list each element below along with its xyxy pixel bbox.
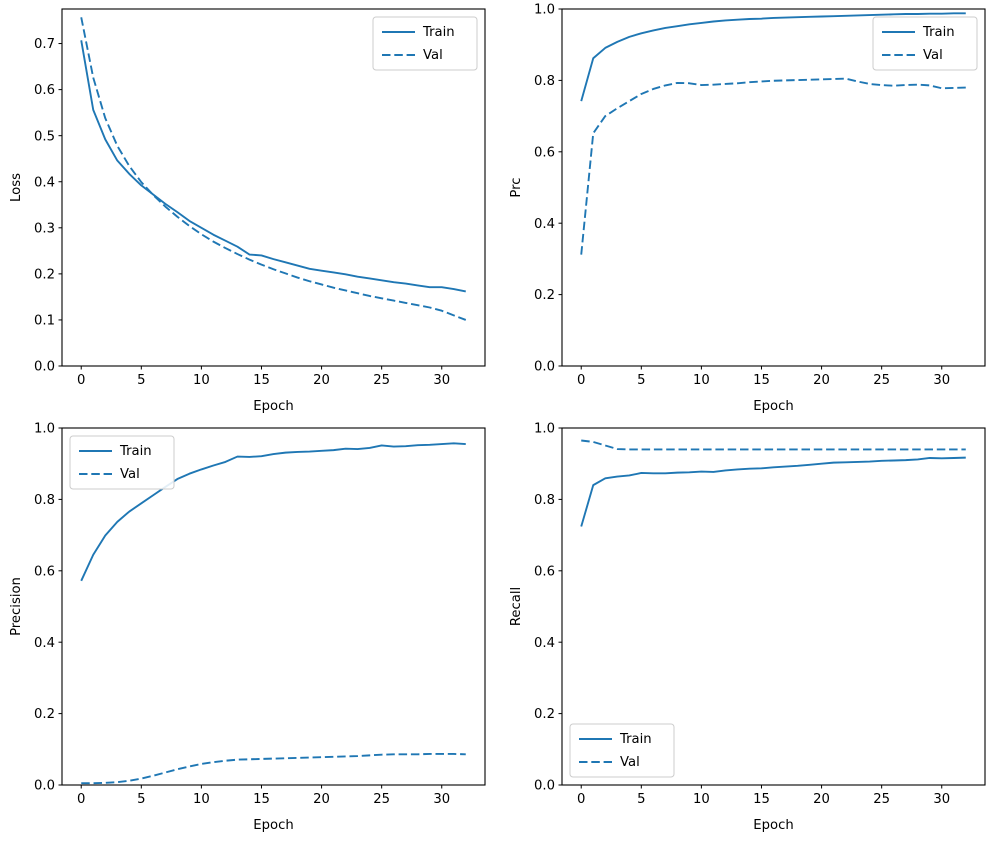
y-tick-label: 1.0 xyxy=(534,3,555,18)
y-tick-label: 0.2 xyxy=(34,267,55,282)
y-tick-label: 0.0 xyxy=(534,779,555,794)
legend-label-val: Val xyxy=(423,48,443,63)
y-tick-label: 0.4 xyxy=(34,175,55,190)
axes-frame xyxy=(61,427,486,786)
y-tick-label: 0.4 xyxy=(534,636,555,651)
x-tick-label: 5 xyxy=(137,373,145,388)
x-tick-label: 25 xyxy=(373,373,390,388)
y-tick-label: 0.1 xyxy=(34,314,55,329)
y-tick-label: 1.0 xyxy=(534,422,555,437)
x-tick-label: 0 xyxy=(577,792,585,807)
x-axis-label: Epoch xyxy=(753,399,793,414)
x-tick-label: 20 xyxy=(813,792,830,807)
series-line-val xyxy=(80,17,467,321)
legend-label-train: Train xyxy=(119,444,152,459)
y-tick-label: 0.0 xyxy=(34,360,55,375)
subplot-loss: 0 5 10 15 20 25 30 0.0 0.1 0.2 0.3 0.4 0.5 0.6 0.7 Epoc… xyxy=(0,0,501,419)
y-tick-label: 0.7 xyxy=(34,37,55,52)
legend-label-val: Val xyxy=(120,467,140,482)
x-tick-label: 5 xyxy=(137,792,145,807)
legend[interactable]: Train Val xyxy=(69,435,175,490)
x-axis-label: Epoch xyxy=(253,818,293,833)
y-axis-label: Prc xyxy=(509,177,524,197)
y-axis-label: Loss xyxy=(9,173,24,202)
y-tick-label: 0.3 xyxy=(34,221,55,236)
y-axis-label: Recall xyxy=(509,587,524,626)
y-tick-label: 0.2 xyxy=(534,288,555,303)
x-tick-label: 20 xyxy=(313,792,330,807)
x-tick-label: 10 xyxy=(193,792,210,807)
legend-box xyxy=(569,723,675,778)
x-tick-label: 30 xyxy=(433,373,450,388)
plot-area xyxy=(80,442,466,785)
subplot-precision: 0 5 10 15 20 25 30 0.0 0.2 0.4 0.6 0.8 1.0 Epoch Preci… xyxy=(0,419,501,838)
series-line-val xyxy=(81,752,466,785)
legend-box xyxy=(372,16,478,71)
y-tick-label: 0.2 xyxy=(534,707,555,722)
series-line-train xyxy=(580,456,966,527)
x-tick-label: 10 xyxy=(193,373,210,388)
x-tick-label: 10 xyxy=(693,792,710,807)
subplot-prc: 0 5 10 15 20 25 30 0.0 0.2 0.4 0.6 0.8 1.0 Epoch Prc Tr… xyxy=(500,0,1001,419)
x-tick-label: 20 xyxy=(813,373,830,388)
y-tick-label: 0.8 xyxy=(34,493,55,508)
y-tick-label: 0.6 xyxy=(534,145,555,160)
y-tick-label: 1.0 xyxy=(34,422,55,437)
legend-box xyxy=(69,435,175,490)
y-tick-label: 0.8 xyxy=(534,74,555,89)
axes-frame xyxy=(61,8,486,367)
legend-label-val: Val xyxy=(923,48,943,63)
legend[interactable]: Train Val xyxy=(872,16,978,71)
series-line-train xyxy=(580,12,966,102)
y-tick-label: 0.5 xyxy=(34,129,55,144)
x-tick-label: 0 xyxy=(577,373,585,388)
y-tick-label: 0.6 xyxy=(34,83,55,98)
series-line-val xyxy=(581,439,966,451)
y-tick-label: 0.4 xyxy=(34,636,55,651)
y-tick-label: 0.8 xyxy=(534,493,555,508)
plot-area xyxy=(580,12,966,255)
legend-label-train: Train xyxy=(922,25,955,40)
y-tick-label: 0.0 xyxy=(534,360,555,375)
legend-label-val: Val xyxy=(620,755,640,770)
axes-frame xyxy=(561,427,986,786)
x-tick-label: 30 xyxy=(433,792,450,807)
legend-label-train: Train xyxy=(422,25,455,40)
x-tick-label: 25 xyxy=(373,792,390,807)
x-tick-label: 30 xyxy=(933,792,950,807)
legend[interactable]: Train Val xyxy=(569,723,675,778)
y-tick-label: 0.0 xyxy=(34,779,55,794)
subplot-recall: 0 5 10 15 20 25 30 0.0 0.2 0.4 0.6 0.8 1.0 Epoch Recal… xyxy=(500,419,1001,838)
series-line-val xyxy=(580,77,966,255)
x-tick-label: 30 xyxy=(933,373,950,388)
x-tick-label: 5 xyxy=(637,792,645,807)
legend-box xyxy=(872,16,978,71)
x-tick-label: 15 xyxy=(253,792,270,807)
y-tick-label: 0.6 xyxy=(534,564,555,579)
x-axis-label: Epoch xyxy=(753,818,793,833)
legend[interactable]: Train Val xyxy=(372,16,478,71)
x-tick-label: 25 xyxy=(873,373,890,388)
y-tick-label: 0.2 xyxy=(34,707,55,722)
x-tick-label: 10 xyxy=(693,373,710,388)
axes-frame xyxy=(561,8,986,367)
x-tick-label: 0 xyxy=(77,373,85,388)
x-tick-label: 5 xyxy=(637,373,645,388)
x-axis-label: Epoch xyxy=(253,399,293,414)
plot-area xyxy=(580,439,966,527)
x-tick-label: 0 xyxy=(77,792,85,807)
x-tick-label: 25 xyxy=(873,792,890,807)
x-tick-label: 20 xyxy=(313,373,330,388)
plot-area xyxy=(80,17,467,321)
series-line-train xyxy=(80,40,466,293)
y-axis-label: Precision xyxy=(9,577,24,636)
x-tick-label: 15 xyxy=(753,792,770,807)
x-tick-label: 15 xyxy=(253,373,270,388)
series-line-train xyxy=(80,442,466,582)
x-tick-label: 15 xyxy=(753,373,770,388)
legend-label-train: Train xyxy=(619,732,652,747)
y-tick-label: 0.6 xyxy=(34,564,55,579)
y-tick-label: 0.4 xyxy=(534,217,555,232)
